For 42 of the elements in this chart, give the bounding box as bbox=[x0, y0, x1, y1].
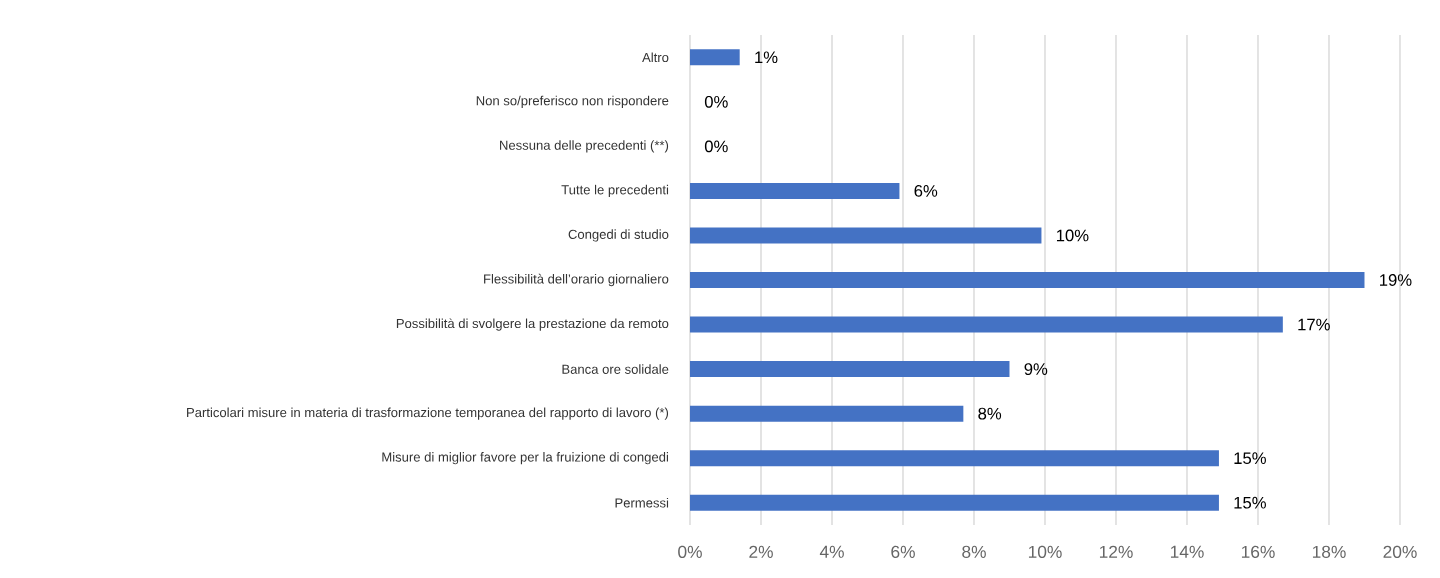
y-tick-label: Particolari misure in materia di trasformazione temporanea del rapporto di lavoro (*) bbox=[187, 407, 669, 420]
x-tick-label: 6% bbox=[891, 545, 915, 558]
x-tick-label: 14% bbox=[1170, 545, 1204, 558]
data-label: 8% bbox=[978, 407, 1002, 420]
data-label: 0% bbox=[704, 95, 728, 108]
data-label: 15% bbox=[1234, 496, 1266, 509]
data-label: 6% bbox=[914, 185, 938, 197]
x-tick-label: 8% bbox=[962, 545, 986, 558]
y-tick-label: Possibilità di svolgere la prestazione da remoto bbox=[396, 318, 669, 331]
x-tick-label: 16% bbox=[1241, 545, 1275, 558]
bar bbox=[690, 182, 900, 199]
x-tick-label: 0% bbox=[678, 545, 702, 558]
y-tick-label: Non so/preferisco non rispondere bbox=[476, 95, 669, 108]
y-tick-label: Misure di miglior favore per la fruizione di congedi bbox=[382, 452, 668, 465]
x-tick-label: 12% bbox=[1099, 545, 1133, 558]
data-label: 15% bbox=[1234, 452, 1266, 465]
bar bbox=[690, 450, 1219, 467]
y-tick-label: Banca ore solidale bbox=[562, 364, 669, 374]
data-label: 1% bbox=[755, 51, 778, 64]
bar bbox=[690, 272, 1365, 288]
data-label: 10% bbox=[1056, 229, 1089, 242]
x-tick-label: 18% bbox=[1312, 545, 1346, 558]
y-tick-label: Altro bbox=[642, 52, 669, 63]
y-tick-label: Nessuna delle precedenti (**) bbox=[500, 140, 669, 153]
x-tick-label: 20% bbox=[1383, 545, 1417, 558]
y-tick-label: Congedi di studio bbox=[568, 229, 669, 242]
x-tick-label: 10% bbox=[1028, 545, 1062, 558]
bar bbox=[690, 316, 1283, 333]
data-label: 19% bbox=[1380, 274, 1412, 286]
y-tick-label: Flessibilità dell’orario giornaliero bbox=[484, 273, 669, 287]
bar bbox=[690, 494, 1219, 511]
y-tick-label: Tutte le precedenti bbox=[561, 184, 669, 197]
data-label: 0% bbox=[704, 140, 728, 153]
bar bbox=[690, 49, 740, 66]
data-label: 9% bbox=[1024, 363, 1048, 375]
bar bbox=[690, 227, 1042, 244]
bar bbox=[690, 405, 964, 422]
x-tick-label: 2% bbox=[749, 545, 773, 558]
x-tick-label: 4% bbox=[819, 545, 844, 558]
bar bbox=[690, 361, 1010, 378]
data-label: 17% bbox=[1298, 318, 1330, 331]
y-tick-label: Permessi bbox=[615, 497, 669, 508]
